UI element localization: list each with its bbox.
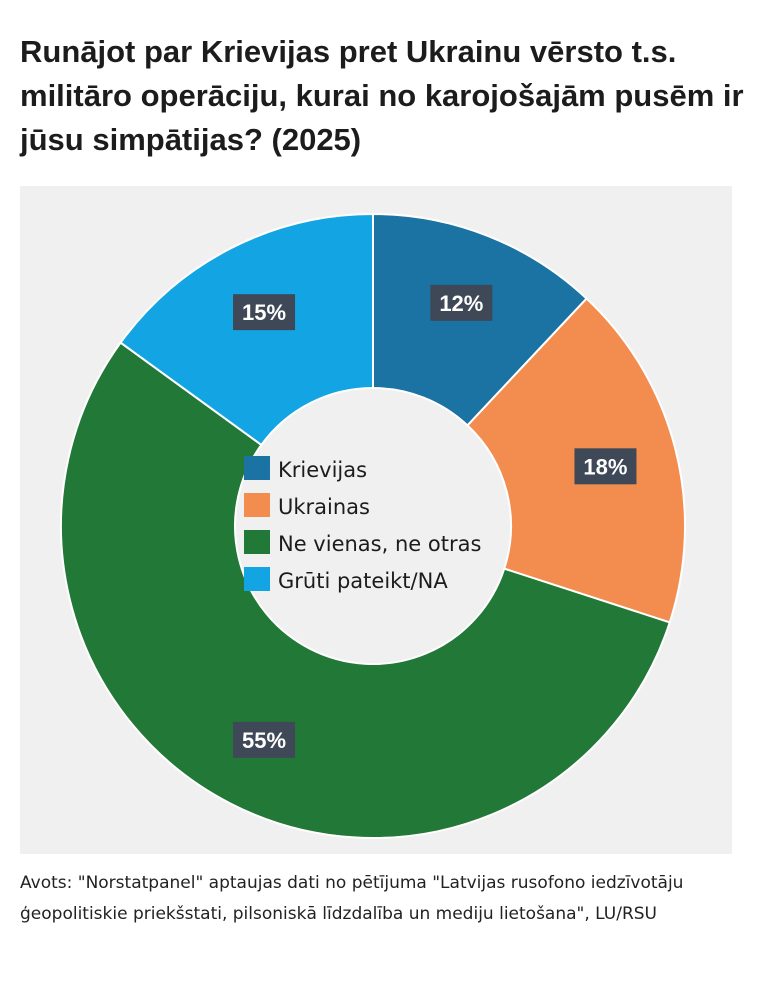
legend-swatch <box>244 493 270 517</box>
legend-item-krievijas: Krievijas <box>244 456 367 482</box>
data-label-krievijas: 12% <box>430 284 493 321</box>
donut-slices <box>60 212 686 839</box>
legend-label: Ukrainas <box>278 495 370 519</box>
legend-label: Krievijas <box>278 458 367 482</box>
chart-panel: 12% 18% 55% 15% Krievijas Ukrainas Ne vienas,… <box>20 186 732 854</box>
donut-chart: 12% 18% 55% 15% Krievijas Ukrainas Ne vienas,… <box>60 212 686 839</box>
legend-item-ne-vienas-ne-otras: Ne vienas, ne otras <box>244 530 481 556</box>
data-label-box <box>233 294 296 331</box>
legend-swatch <box>244 567 270 591</box>
data-label-box <box>430 284 493 321</box>
data-label-box <box>233 721 296 758</box>
legend-item-gruti-pateikt-na: Grūti pateikt/NA <box>244 567 448 593</box>
legend: Krievijas Ukrainas Ne vienas, ne otras Grūt… <box>244 456 481 593</box>
data-label-ukrainas: 18% <box>574 448 637 485</box>
data-label-text: 15% <box>242 300 286 325</box>
data-label-text: 12% <box>439 291 483 316</box>
legend-item-ukrainas: Ukrainas <box>244 493 370 519</box>
source-note: Avots: "Norstatpanel" aptaujas dati no p… <box>20 873 684 924</box>
legend-label: Grūti pateikt/NA <box>278 569 448 593</box>
legend-swatch <box>244 456 270 480</box>
data-label-ne-vienas-ne-otras: 55% <box>233 721 296 758</box>
legend-label: Ne vienas, ne otras <box>278 532 481 556</box>
chart-title: Runājot par Krievijas pret Ukrainu vērst… <box>20 34 744 157</box>
data-label-box <box>574 448 637 485</box>
data-label-text: 55% <box>242 728 286 753</box>
data-labels: 12% 18% 55% 15% <box>233 284 637 758</box>
legend-swatch <box>244 530 270 554</box>
slice-ne-vienas-ne-otras <box>60 341 671 839</box>
data-label-gruti-pateikt-na: 15% <box>233 294 296 331</box>
data-label-text: 18% <box>583 454 627 479</box>
